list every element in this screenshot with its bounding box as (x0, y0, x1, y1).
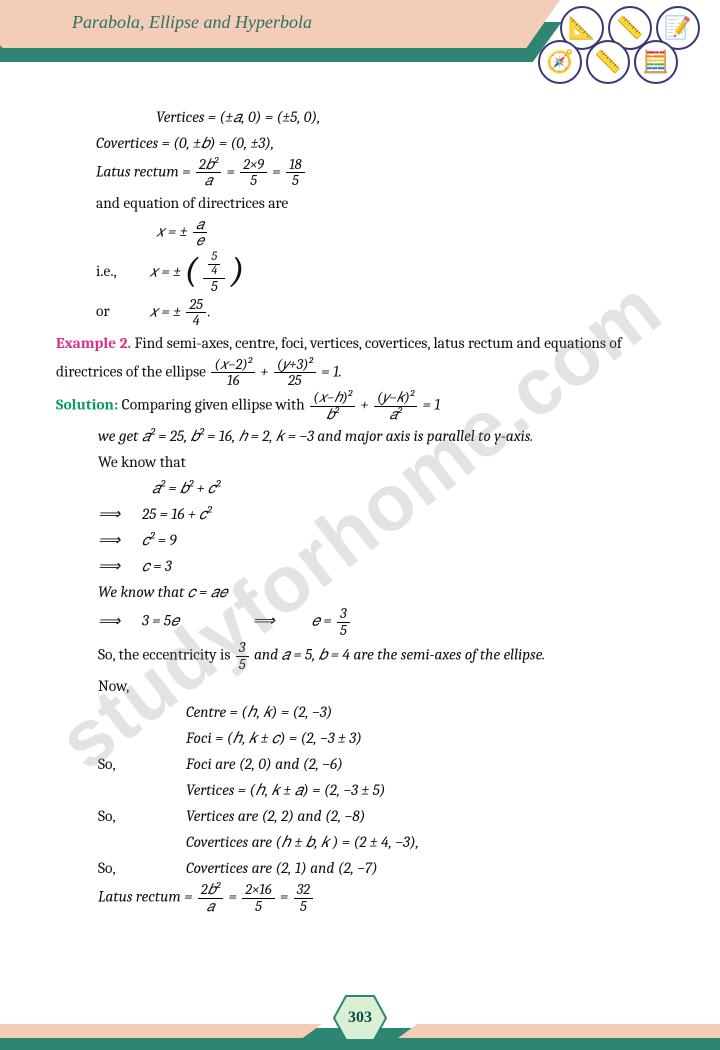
directrix-formula: 𝑥 = ± 𝑎𝑒 (56, 217, 690, 249)
page-number: 303 (348, 1009, 372, 1027)
footer-peach-right (398, 1024, 720, 1038)
page-content: Vertices = (±𝑎, 0) = (±5, 0), Covertices… (56, 105, 690, 916)
covertices-line: Covertices = (0, ±𝑏) = (0, ±3), (56, 131, 690, 155)
footer: 303 (0, 994, 720, 1050)
chapter-title: Parabola, Ellipse and Hyperbola (72, 12, 312, 33)
example-2: Example 2. Find semi-axes, centre, foci,… (56, 331, 690, 355)
solution-label: Solution: (56, 396, 118, 414)
solution-body: we get 𝑎² = 25, 𝑏² = 16, ℎ = 2, 𝑘 = −3 a… (56, 424, 690, 914)
directrix-ie: i.e., 𝑥 = ± ( 54 5 ) (56, 251, 690, 295)
calculator-icon: 🧮 (634, 40, 678, 84)
page-number-badge: 303 (332, 994, 388, 1042)
example-2b: directrices of the ellipse (𝑥−2)²16 + (𝑦… (56, 357, 690, 389)
directrices-intro: and equation of directrices are (56, 191, 690, 215)
footer-peach-left (0, 1024, 322, 1038)
example-label: Example 2. (56, 334, 131, 352)
header-icons-row2: 🧭 📏 🧮 (538, 40, 678, 84)
solution-line: Solution: Comparing given ellipse with (… (56, 390, 690, 422)
header-banner: Parabola, Ellipse and Hyperbola 📐 📏 📝 🧭 … (0, 0, 720, 62)
label: Latus rectum = (96, 163, 190, 181)
scale-icon: 📏 (586, 40, 630, 84)
latus-rectum-line: Latus rectum = 2𝑏²𝑎 = 2×95 = 185 (56, 157, 690, 189)
latus-rectum-2: Latus rectum = 2𝑏²𝑎 = 2×165 = 325 (98, 882, 690, 914)
compass-icon: 🧭 (538, 40, 582, 84)
directrix-or: or 𝑥 = ± 254. (56, 297, 690, 329)
vertices-line: Vertices = (±𝑎, 0) = (±5, 0), (56, 105, 690, 129)
